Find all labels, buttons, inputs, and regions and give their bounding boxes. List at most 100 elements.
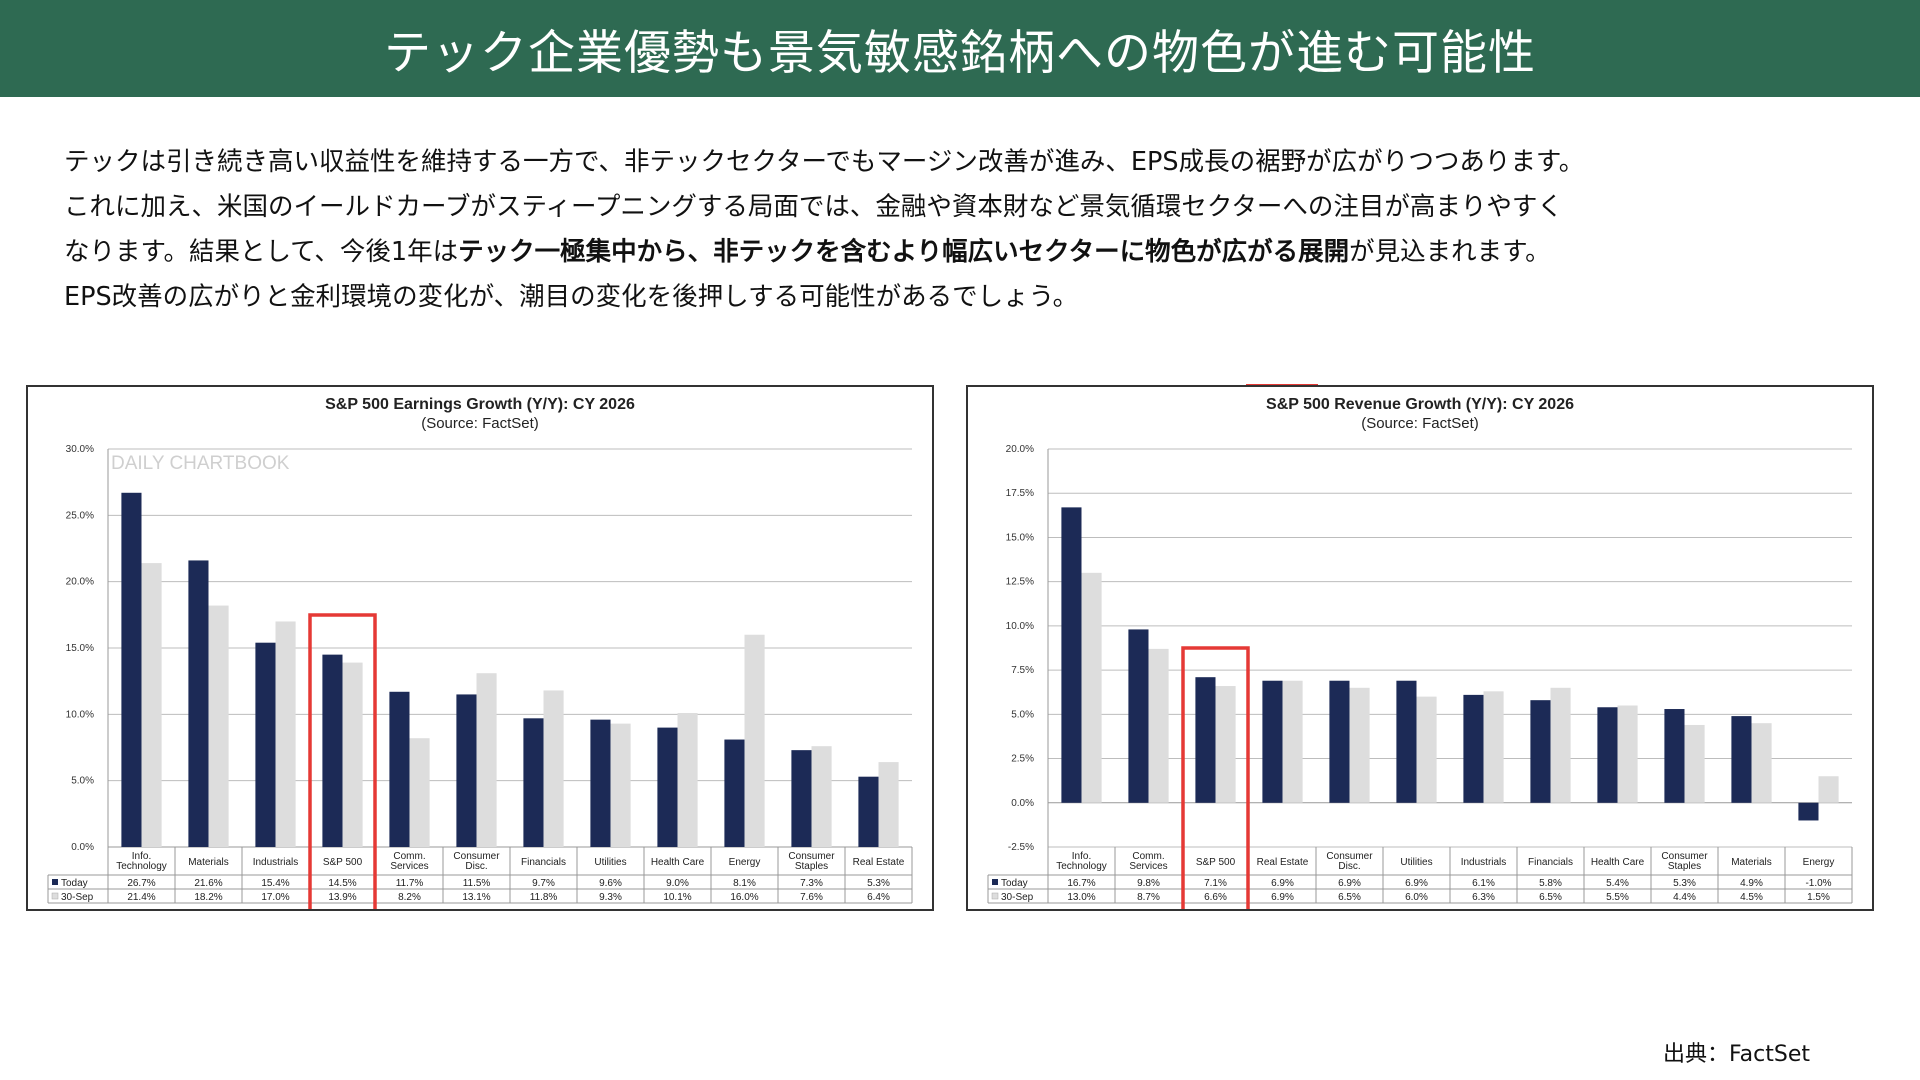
legend-label: Today <box>61 878 88 889</box>
category-label: Materials <box>188 857 229 868</box>
chart-title: S&P 500 Earnings Growth (Y/Y): CY 2026 <box>325 396 635 413</box>
category-label: Industrials <box>1461 857 1507 868</box>
y-tick-label: 7.5% <box>1011 665 1034 676</box>
data-table-value: 8.7% <box>1137 892 1160 903</box>
bar-30-sep <box>1349 687 1370 803</box>
y-tick-label: 25.0% <box>66 510 94 521</box>
data-table-value: 16.7% <box>1067 878 1095 889</box>
y-tick-label: 10.0% <box>66 709 94 720</box>
bar-30-sep <box>1550 687 1571 803</box>
data-table-value: 17.0% <box>261 892 289 903</box>
legend-label: 30-Sep <box>1001 892 1034 903</box>
revenue-growth-chart: S&P 500 Revenue Growth (Y/Y): CY 2026 (So… <box>987 396 1853 909</box>
category-label: Health Care <box>1591 857 1645 868</box>
bar-today <box>1664 709 1685 803</box>
legend-label: Today <box>1001 878 1028 889</box>
data-table-value: 6.9% <box>1271 892 1294 903</box>
category-label: Info. Technology <box>1056 851 1107 872</box>
category-label: Energy <box>1803 857 1835 868</box>
category-label: Consumer Disc. <box>453 851 500 872</box>
body-line-3-post: が見込まれます。 <box>1349 237 1551 267</box>
bar-30-sep <box>275 621 296 847</box>
bar-30-sep <box>878 762 899 847</box>
data-table-value: 5.8% <box>1539 878 1562 889</box>
data-table-value: 6.3% <box>1472 892 1495 903</box>
category-label: Energy <box>729 857 761 868</box>
chart-watermark: DAILY CHARTBOOK <box>111 453 290 474</box>
bar-today <box>1195 677 1216 803</box>
data-table-value: 15.4% <box>261 878 289 889</box>
bar-today <box>657 727 678 847</box>
category-label: S&P 500 <box>323 857 363 868</box>
bar-today <box>255 642 276 847</box>
bar-today <box>590 719 611 847</box>
data-table-value: 9.8% <box>1137 878 1160 889</box>
data-table-value: 26.7% <box>127 878 155 889</box>
data-table-value: 5.4% <box>1606 878 1629 889</box>
data-table-value: 9.7% <box>532 878 555 889</box>
data-table-value: 4.4% <box>1673 892 1696 903</box>
bar-30-sep <box>342 662 363 847</box>
bar-today <box>523 718 544 847</box>
legend-swatch <box>992 879 998 885</box>
category-label: Comm. Services <box>390 851 428 872</box>
y-tick-label: 5.0% <box>71 776 94 787</box>
legend-swatch <box>991 892 999 900</box>
chart-subtitle: (Source: FactSet) <box>421 415 539 432</box>
body-line-2: これに加え、米国のイールドカーブがスティープニングする局面では、金融や資本財など… <box>64 192 1563 222</box>
bar-30-sep <box>1684 724 1705 803</box>
y-tick-label: 30.0% <box>66 444 94 455</box>
bar-30-sep <box>1215 686 1236 803</box>
bar-today <box>1530 700 1551 803</box>
data-table-value: 6.9% <box>1271 878 1294 889</box>
data-table-value: 18.2% <box>194 892 222 903</box>
data-table-value: 5.3% <box>867 878 890 889</box>
data-table-value: 6.6% <box>1204 892 1227 903</box>
y-tick-label: 10.0% <box>1006 621 1034 632</box>
data-table-value: 13.0% <box>1067 892 1095 903</box>
data-table-value: 8.1% <box>733 878 756 889</box>
body-text: テックは引き続き高い収益性を維持する一方で、非テックセクターでもマージン改善が進… <box>64 140 1864 320</box>
body-line-1: テックは引き続き高い収益性を維持する一方で、非テックセクターでもマージン改善が進… <box>64 147 1585 177</box>
data-table-value: 14.5% <box>328 878 356 889</box>
category-label: S&P 500 <box>1196 857 1236 868</box>
bar-30-sep <box>476 673 497 847</box>
data-table-value: 13.1% <box>462 892 490 903</box>
category-label: Consumer Disc. <box>1326 851 1373 872</box>
data-table-value: 7.3% <box>800 878 823 889</box>
revenue-growth-chart-panel: S&P 500 Revenue Growth (Y/Y): CY 2026 (So… <box>966 385 1874 911</box>
data-table-value: 5.5% <box>1606 892 1629 903</box>
data-table-value: 21.4% <box>127 892 155 903</box>
y-tick-label: 15.0% <box>66 643 94 654</box>
category-label: Real Estate <box>853 857 905 868</box>
body-line-4: EPS改善の広がりと金利環境の変化が、潮目の変化を後押しする可能性があるでしょう… <box>64 282 1079 312</box>
bar-30-sep <box>1416 696 1437 803</box>
legend-label: 30-Sep <box>61 892 94 903</box>
y-tick-label: 15.0% <box>1006 532 1034 543</box>
bar-30-sep <box>1751 723 1772 803</box>
bar-30-sep <box>1617 705 1638 803</box>
y-tick-label: 5.0% <box>1011 709 1034 720</box>
earnings-growth-chart-panel: S&P 500 Earnings Growth (Y/Y): CY 2026 (S… <box>26 385 934 911</box>
bar-today <box>1597 707 1618 803</box>
bar-today <box>858 776 879 847</box>
data-table-value: 8.2% <box>398 892 421 903</box>
data-table-value: 9.0% <box>666 878 689 889</box>
data-table-value: 7.6% <box>800 892 823 903</box>
category-label: Industrials <box>253 857 299 868</box>
category-label: Utilities <box>594 857 626 868</box>
bar-today <box>322 654 343 847</box>
bar-today <box>1731 716 1752 803</box>
y-tick-label: -2.5% <box>1008 842 1034 853</box>
category-label: Consumer Staples <box>788 851 835 872</box>
bar-today <box>791 750 812 847</box>
bar-today <box>188 560 209 847</box>
bar-today <box>456 694 477 847</box>
category-label: Info. Technology <box>116 851 167 872</box>
y-tick-label: 20.0% <box>66 577 94 588</box>
bar-30-sep <box>1483 691 1504 803</box>
chart-title: S&P 500 Revenue Growth (Y/Y): CY 2026 <box>1266 396 1574 413</box>
bar-today <box>1262 680 1283 803</box>
data-table-value: 5.3% <box>1673 878 1696 889</box>
data-table-value: 13.9% <box>328 892 356 903</box>
